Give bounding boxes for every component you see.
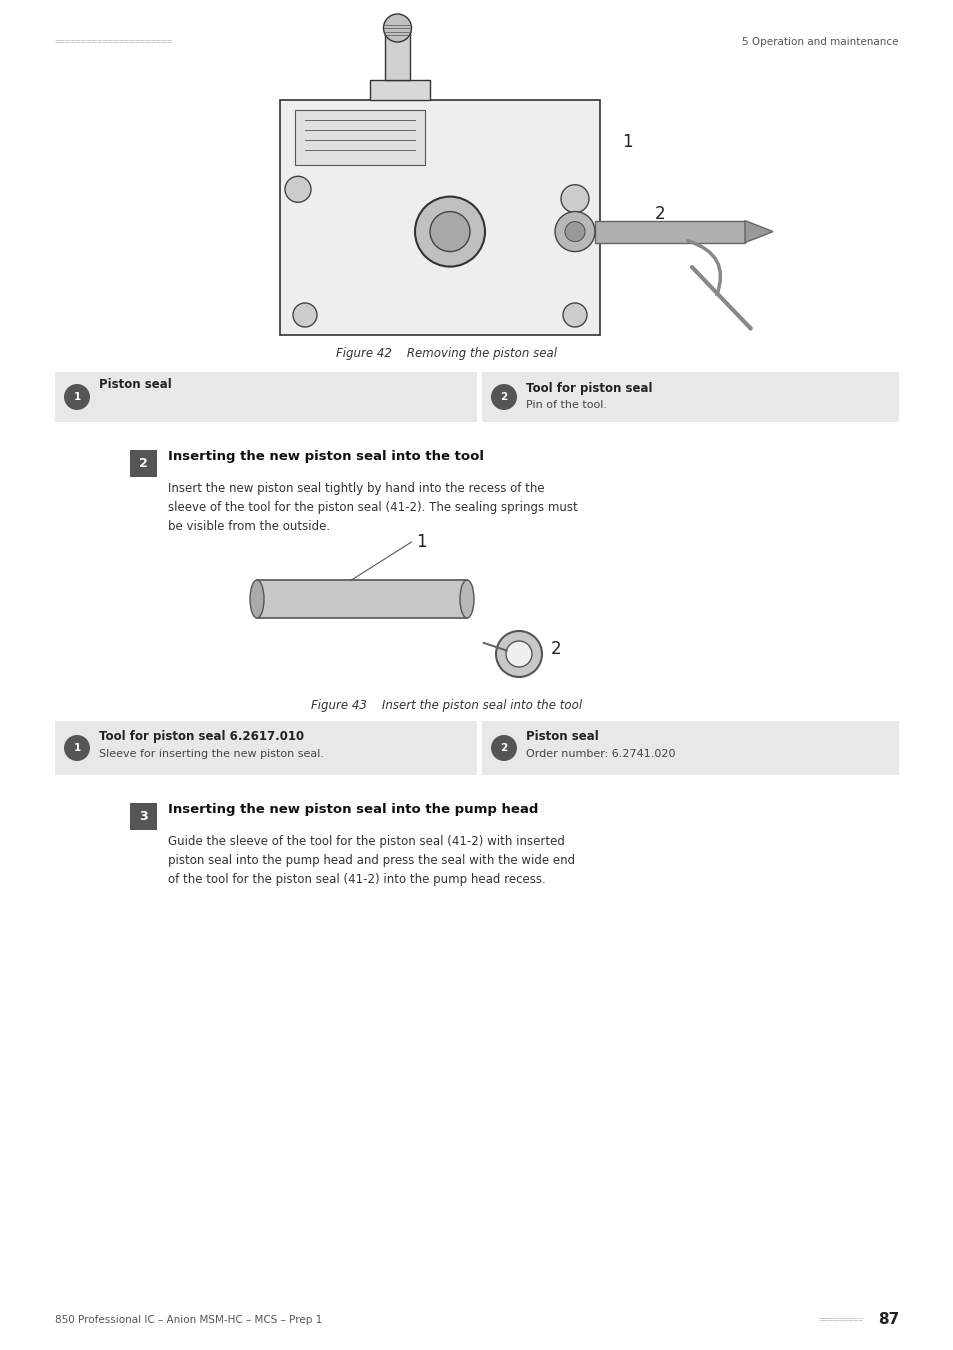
Text: 87: 87 <box>877 1312 898 1327</box>
Circle shape <box>562 302 586 327</box>
Text: Tool for piston seal 6.2617.010: Tool for piston seal 6.2617.010 <box>99 730 304 742</box>
Text: 2: 2 <box>551 640 561 657</box>
Text: of the tool for the piston seal (41-2) into the pump head recess.: of the tool for the piston seal (41-2) i… <box>168 873 545 886</box>
Text: Insert the new piston seal tightly by hand into the recess of the: Insert the new piston seal tightly by ha… <box>168 482 544 495</box>
Bar <box>595 220 744 243</box>
Text: 2: 2 <box>500 392 507 402</box>
Bar <box>294 109 424 165</box>
FancyArrowPatch shape <box>687 240 720 294</box>
Text: Tool for piston seal: Tool for piston seal <box>525 382 652 396</box>
Ellipse shape <box>250 580 264 618</box>
Text: Figure 42    Removing the piston seal: Figure 42 Removing the piston seal <box>336 347 557 360</box>
Text: be visible from the outside.: be visible from the outside. <box>168 520 330 533</box>
Bar <box>130 450 157 477</box>
Text: ======================: ====================== <box>55 38 173 46</box>
Text: Pin of the tool.: Pin of the tool. <box>525 400 606 410</box>
Polygon shape <box>744 220 772 243</box>
Bar <box>385 30 410 80</box>
Bar <box>55 721 476 775</box>
Bar <box>481 721 898 775</box>
Text: 1: 1 <box>416 533 427 551</box>
Circle shape <box>285 177 311 202</box>
Bar <box>130 803 157 830</box>
Circle shape <box>491 734 517 761</box>
Circle shape <box>293 302 316 327</box>
Bar <box>481 373 898 423</box>
Text: Inserting the new piston seal into the tool: Inserting the new piston seal into the t… <box>168 451 483 463</box>
Text: Piston seal: Piston seal <box>525 730 598 742</box>
Text: 3: 3 <box>139 810 148 824</box>
Text: 5 Operation and maintenance: 5 Operation and maintenance <box>741 36 898 47</box>
Text: =========: ========= <box>818 1315 863 1324</box>
Text: 1: 1 <box>621 134 632 151</box>
Circle shape <box>555 212 595 251</box>
Text: 1: 1 <box>73 392 81 402</box>
Text: 2: 2 <box>139 458 148 470</box>
Bar <box>280 100 599 335</box>
Text: Order number: 6.2741.020: Order number: 6.2741.020 <box>525 749 675 759</box>
Text: piston seal into the pump head and press the seal with the wide end: piston seal into the pump head and press… <box>168 855 575 867</box>
Text: sleeve of the tool for the piston seal (41-2). The sealing springs must: sleeve of the tool for the piston seal (… <box>168 501 578 514</box>
Bar <box>55 373 476 423</box>
Ellipse shape <box>496 630 541 676</box>
Ellipse shape <box>505 641 532 667</box>
Text: 2: 2 <box>500 743 507 753</box>
Text: 2: 2 <box>655 205 665 223</box>
Text: Sleeve for inserting the new piston seal.: Sleeve for inserting the new piston seal… <box>99 749 324 759</box>
Circle shape <box>564 221 584 242</box>
Text: Figure 43    Insert the piston seal into the tool: Figure 43 Insert the piston seal into th… <box>311 699 582 711</box>
Circle shape <box>560 185 588 213</box>
Bar <box>370 80 430 100</box>
Text: Piston seal: Piston seal <box>99 378 172 392</box>
Bar <box>256 580 467 618</box>
Text: Guide the sleeve of the tool for the piston seal (41-2) with inserted: Guide the sleeve of the tool for the pis… <box>168 836 564 848</box>
Circle shape <box>415 197 484 266</box>
Circle shape <box>430 212 470 251</box>
Circle shape <box>383 14 411 42</box>
FancyArrowPatch shape <box>483 643 506 651</box>
Ellipse shape <box>459 580 474 618</box>
Text: 850 Professional IC – Anion MSM-HC – MCS – Prep 1: 850 Professional IC – Anion MSM-HC – MCS… <box>55 1315 322 1324</box>
FancyArrowPatch shape <box>691 267 750 328</box>
Circle shape <box>491 383 517 410</box>
Text: 1: 1 <box>73 743 81 753</box>
Circle shape <box>64 734 90 761</box>
Text: Inserting the new piston seal into the pump head: Inserting the new piston seal into the p… <box>168 803 537 817</box>
Circle shape <box>64 383 90 410</box>
